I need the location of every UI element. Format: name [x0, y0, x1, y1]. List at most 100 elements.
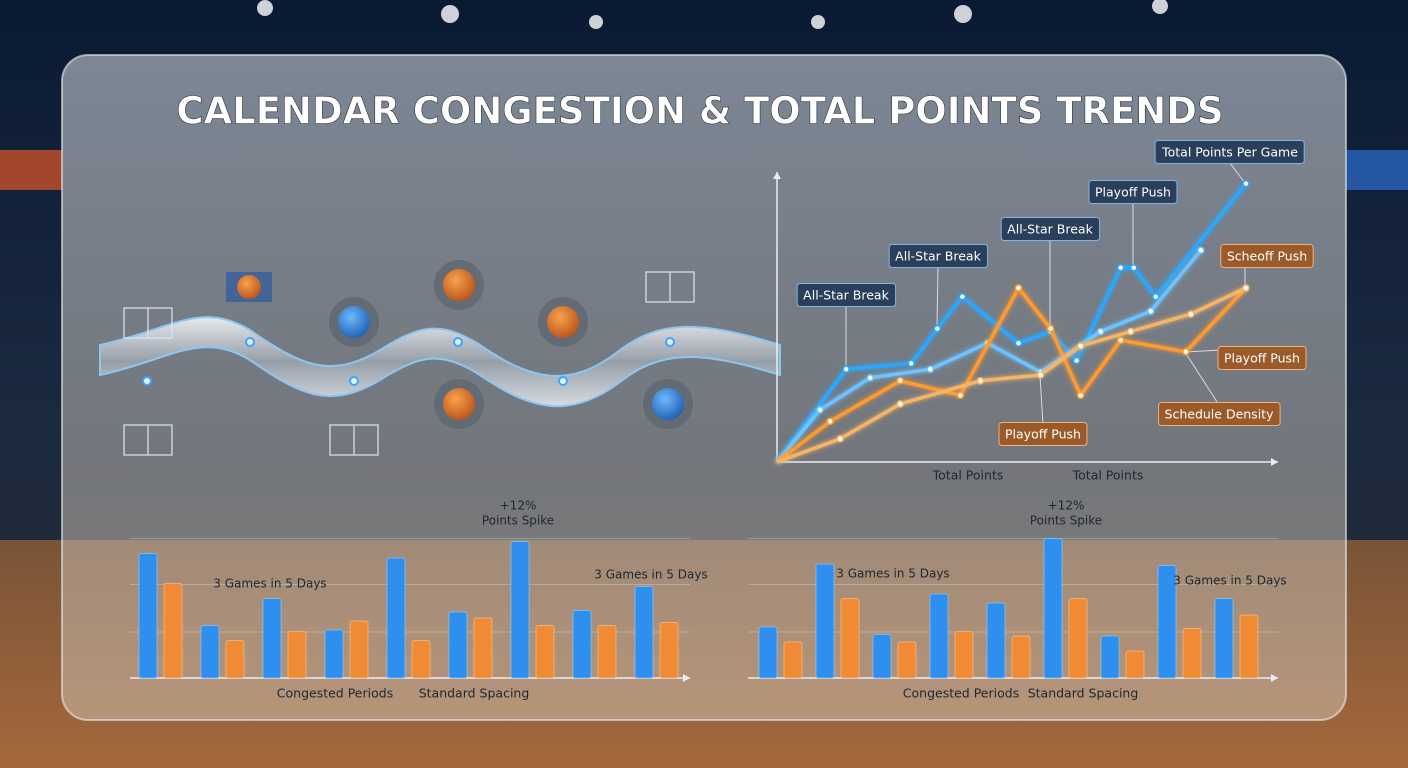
annotation-box [888, 244, 989, 268]
series-point [956, 391, 965, 400]
annotation: Playoff Push [1005, 427, 1081, 442]
leader-line [1039, 374, 1044, 426]
bar [349, 620, 369, 679]
bar [572, 610, 592, 679]
series-point [1182, 348, 1190, 356]
bar [597, 625, 617, 679]
bar [535, 625, 555, 679]
bar [448, 611, 468, 679]
series-point [1076, 391, 1085, 400]
bar [872, 634, 892, 679]
series-point [1242, 284, 1250, 292]
bar [386, 557, 406, 679]
bar [262, 598, 282, 679]
bar [473, 617, 493, 679]
annotation-box [998, 422, 1088, 446]
annotation: Points Spike [482, 514, 554, 528]
bar [1182, 628, 1202, 679]
banner [0, 150, 62, 190]
series-line [775, 286, 1248, 464]
series-point [1096, 327, 1105, 336]
annotation: 3 Games in 5 Days [213, 577, 326, 591]
annotation-box [1158, 402, 1281, 426]
x-axis-label: Total Points [1072, 468, 1144, 483]
bar [510, 541, 530, 679]
ball-icons [123, 260, 695, 456]
series-point [896, 400, 904, 408]
leader-line [936, 266, 939, 329]
x-axis-label: Standard Spacing [1028, 686, 1139, 701]
series-point [1187, 310, 1195, 318]
bar [1125, 650, 1145, 679]
annotation: Scheoff Push [1227, 249, 1307, 264]
annotation: 3 Games in 5 Days [1173, 574, 1286, 588]
bar [1239, 614, 1259, 679]
bar [324, 629, 344, 679]
bar [1068, 598, 1088, 679]
series-point [926, 365, 935, 373]
bar [634, 586, 654, 679]
series-point [976, 377, 985, 385]
annotation-box [1217, 346, 1307, 370]
charts: Total Points Per Game Playoff Push All-Sta… [130, 140, 1314, 701]
series-point [1014, 284, 1023, 292]
bar [1011, 635, 1031, 679]
title: CALENDAR CONGESTION & TOTAL POINTS TREND… [176, 90, 1223, 133]
bar [1043, 538, 1063, 679]
annotation: 3 Games in 5 Days [594, 568, 707, 582]
annotation: All-Star Break [1007, 222, 1093, 237]
series-point [1076, 342, 1085, 350]
series-point [836, 435, 844, 443]
bar [783, 641, 803, 679]
series-point [958, 292, 967, 301]
annotation: Schedule Density [1165, 407, 1275, 422]
bar [815, 563, 835, 679]
annotation: Playoff Push [1095, 185, 1171, 200]
axis-arrow [1271, 674, 1278, 682]
bar [929, 593, 949, 679]
bar [986, 602, 1006, 679]
series-point [1126, 327, 1135, 336]
bar [138, 553, 158, 679]
annotation-box [1088, 180, 1178, 204]
x-axis-label: Standard Spacing [419, 686, 530, 701]
bar [287, 631, 307, 679]
bar [163, 583, 183, 679]
bar [897, 641, 917, 679]
annotation: +12% [1048, 499, 1085, 513]
annotation: All-Star Break [803, 288, 889, 303]
bar [954, 631, 974, 679]
arena-lights [257, 0, 1168, 29]
x-axis-label: Total Points [932, 468, 1004, 483]
bar [200, 625, 220, 679]
bar [758, 626, 778, 679]
annotation-box [1154, 140, 1305, 164]
bar [1214, 598, 1234, 679]
series-point [1242, 179, 1250, 188]
series-point [1116, 336, 1125, 344]
series-point [842, 365, 850, 373]
banner [1346, 150, 1408, 190]
annotation: Points Spike [1030, 514, 1102, 528]
annotation: Playoff Push [1224, 351, 1300, 366]
bar [840, 598, 860, 679]
leader-line [1184, 351, 1220, 406]
axis-arrow [683, 674, 690, 682]
series-point [1036, 371, 1045, 379]
series-line [775, 182, 1248, 464]
x-axis-label: Congested Periods [903, 686, 1019, 701]
series-point [1197, 246, 1205, 255]
x-axis-label: Congested Periods [277, 686, 393, 701]
series-point [826, 417, 834, 426]
leader-line [1229, 162, 1246, 184]
bar [659, 622, 679, 679]
series-point [1129, 263, 1138, 272]
bar [1100, 635, 1120, 679]
series-point [907, 359, 916, 368]
annotation-box [1000, 217, 1101, 241]
annotation: Total Points Per Game [1161, 145, 1298, 160]
series-point [1146, 307, 1155, 315]
series-point [816, 406, 824, 414]
series-point [1014, 339, 1023, 347]
